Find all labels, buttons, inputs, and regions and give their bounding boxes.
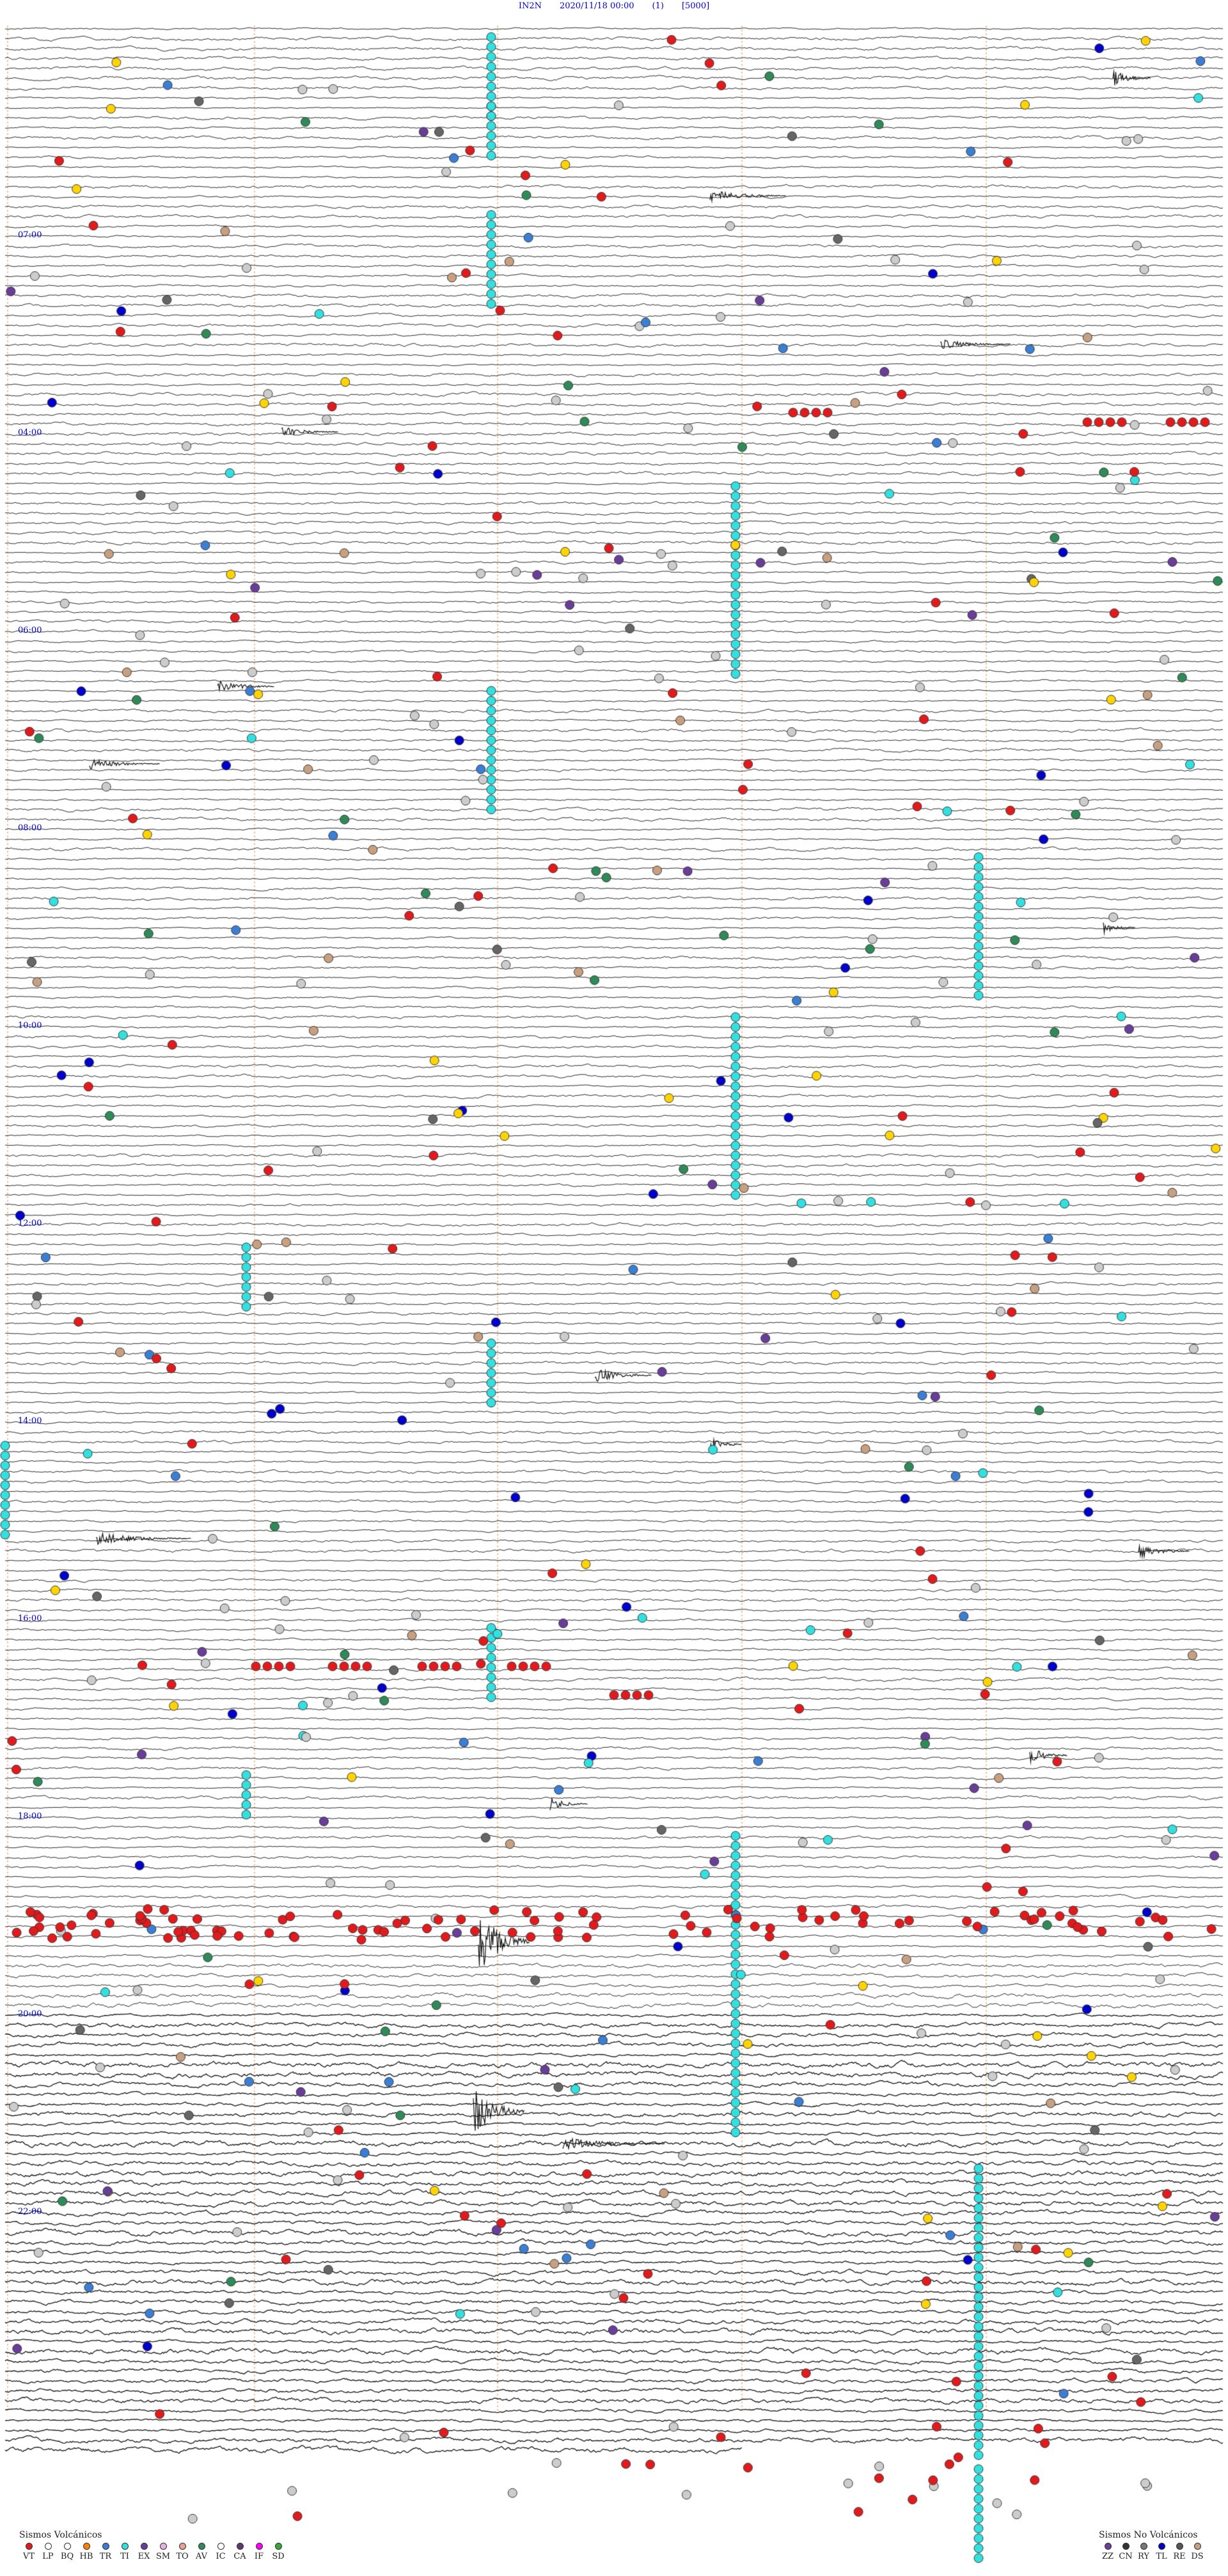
legend-volcanic-sd: SD <box>269 2543 288 2561</box>
legend-code: SM <box>155 2552 171 2561</box>
legend-code: TR <box>99 2552 112 2561</box>
legend-nonvolcanic-ry: RY <box>1135 2543 1153 2561</box>
legend-volcanic-ca: CA <box>230 2543 249 2561</box>
legend-marker-icon <box>236 2543 244 2550</box>
legend-volcanic-tr: TR <box>96 2543 115 2561</box>
legend-nonvolcanic-ds: DS <box>1188 2543 1206 2561</box>
amplitude-scale: [5000] <box>681 1 710 11</box>
time-label: 10:00 <box>18 1021 42 1031</box>
legend-nonvolcanic-zz: ZZ <box>1099 2543 1117 2561</box>
time-label: 20:00 <box>18 2009 42 2019</box>
legend-volcanic-title: Sismos Volcánicos <box>19 2530 102 2540</box>
legend-volcanic-ex: EX <box>134 2543 154 2561</box>
time-label: 22:00 <box>18 2207 42 2216</box>
legend-code: IC <box>216 2552 226 2561</box>
legend-marker-icon <box>1104 2543 1112 2550</box>
legend-marker-icon <box>63 2543 71 2550</box>
legend-volcanic-lp: LP <box>38 2543 58 2561</box>
legend-volcanic-sm: SM <box>154 2543 173 2561</box>
legend-nonvolcanic-re: RE <box>1170 2543 1188 2561</box>
legend-code: EX <box>138 2552 150 2561</box>
legend-volcanic-hb: HB <box>77 2543 96 2561</box>
legend-nonvolcanic-tl: TL <box>1153 2543 1170 2561</box>
legend-nonvolcanic-title: Sismos No Volcánicos <box>1099 2530 1198 2540</box>
legend-nonvolcanic-entries: ZZ CN RY TL RE DS <box>1099 2543 1206 2561</box>
time-label: 07:00 <box>18 230 42 240</box>
legend-marker-icon <box>159 2543 167 2550</box>
legend-code: DS <box>1191 2552 1204 2561</box>
legend-marker-icon <box>217 2543 224 2550</box>
legend-code: RY <box>1138 2552 1149 2561</box>
legend-marker-icon <box>1176 2543 1183 2550</box>
legend-marker-icon <box>178 2543 186 2550</box>
time-label: 12:00 <box>18 1219 42 1228</box>
time-label: 16:00 <box>18 1614 42 1624</box>
plot-header: IN2N 2020/11/18 00:00 (1) [5000] <box>0 1 1228 11</box>
time-label: 04:00 <box>18 428 42 438</box>
legend-marker-icon <box>44 2543 52 2550</box>
legend-volcanic-ti: TI <box>115 2543 134 2561</box>
time-label: 08:00 <box>18 823 42 833</box>
legend-code: VT <box>22 2552 35 2561</box>
record-datetime: 2020/11/18 00:00 <box>559 1 634 11</box>
legend-code: HB <box>79 2552 93 2561</box>
legend-marker-icon <box>198 2543 205 2550</box>
legend-marker-icon <box>121 2543 129 2550</box>
legend-marker-icon <box>1122 2543 1130 2550</box>
legend-code: CA <box>233 2552 246 2561</box>
legend-volcanic-bq: BQ <box>58 2543 77 2561</box>
legend-code: AV <box>195 2552 208 2561</box>
legend-code: ZZ <box>1101 2552 1114 2561</box>
legend-marker-icon <box>25 2543 33 2550</box>
legend-code: TO <box>176 2552 189 2561</box>
legend-code: BQ <box>60 2552 74 2561</box>
legend-marker-icon <box>255 2543 263 2550</box>
legend-code: RE <box>1173 2552 1186 2561</box>
legend-marker-icon <box>1140 2543 1147 2550</box>
legend-nonvolcanic: Sismos No Volcánicos ZZ CN RY TL RE DS <box>1099 2530 1206 2561</box>
legend-volcanic-ic: IC <box>211 2543 230 2561</box>
channel-number: (1) <box>652 1 664 11</box>
legend-code: LP <box>42 2552 54 2561</box>
legend-code: CN <box>1119 2552 1133 2561</box>
time-label: 14:00 <box>18 1416 42 1426</box>
legend-marker-icon <box>1158 2543 1165 2550</box>
legend-nonvolcanic-cn: CN <box>1117 2543 1135 2561</box>
legend-marker-icon <box>83 2543 90 2550</box>
time-label: 18:00 <box>18 1812 42 1821</box>
station-code: IN2N <box>518 1 542 11</box>
legend-code: IF <box>254 2552 264 2561</box>
legend-code: SD <box>272 2552 285 2561</box>
legend-code: TL <box>1156 2552 1167 2561</box>
time-label: 06:00 <box>18 626 42 635</box>
legend-volcanic: Sismos Volcánicos VT LP BQ HB TR TI EX SM TO AV IC… <box>19 2530 288 2561</box>
legend-marker-icon <box>140 2543 148 2550</box>
legend-volcanic-av: AV <box>192 2543 211 2561</box>
legend-volcanic-if: IF <box>249 2543 269 2561</box>
legend-marker-icon <box>102 2543 109 2550</box>
legend-marker-icon <box>274 2543 282 2550</box>
legend-marker-icon <box>1193 2543 1201 2550</box>
legend-volcanic-vt: VT <box>19 2543 38 2561</box>
legend-code: TI <box>120 2552 129 2561</box>
legend-volcanic-to: TO <box>173 2543 192 2561</box>
legend-volcanic-entries: VT LP BQ HB TR TI EX SM TO AV IC CA IF SD <box>19 2543 288 2561</box>
